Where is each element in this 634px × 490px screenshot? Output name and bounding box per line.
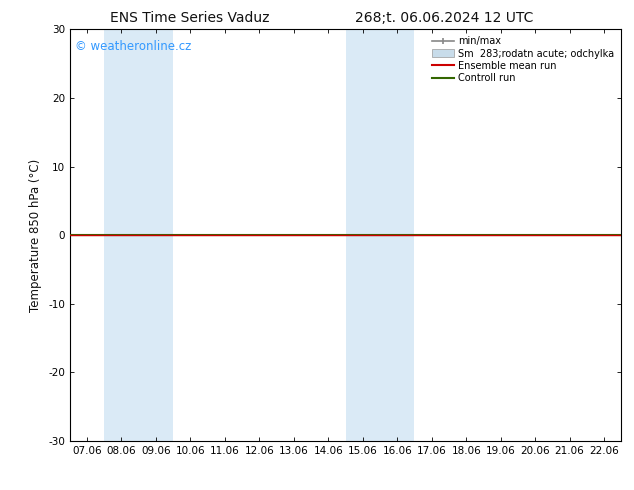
- Bar: [104, 29, 173, 441]
- Text: 268;t. 06.06.2024 12 UTC: 268;t. 06.06.2024 12 UTC: [354, 11, 533, 25]
- Bar: [346, 29, 415, 441]
- Y-axis label: Temperature 850 hPa (°C): Temperature 850 hPa (°C): [29, 159, 42, 312]
- Text: © weatheronline.cz: © weatheronline.cz: [75, 40, 191, 53]
- Text: ENS Time Series Vaduz: ENS Time Series Vaduz: [110, 11, 270, 25]
- Legend: min/max, Sm  283;rodatn acute; odchylka, Ensemble mean run, Controll run: min/max, Sm 283;rodatn acute; odchylka, …: [430, 34, 616, 85]
